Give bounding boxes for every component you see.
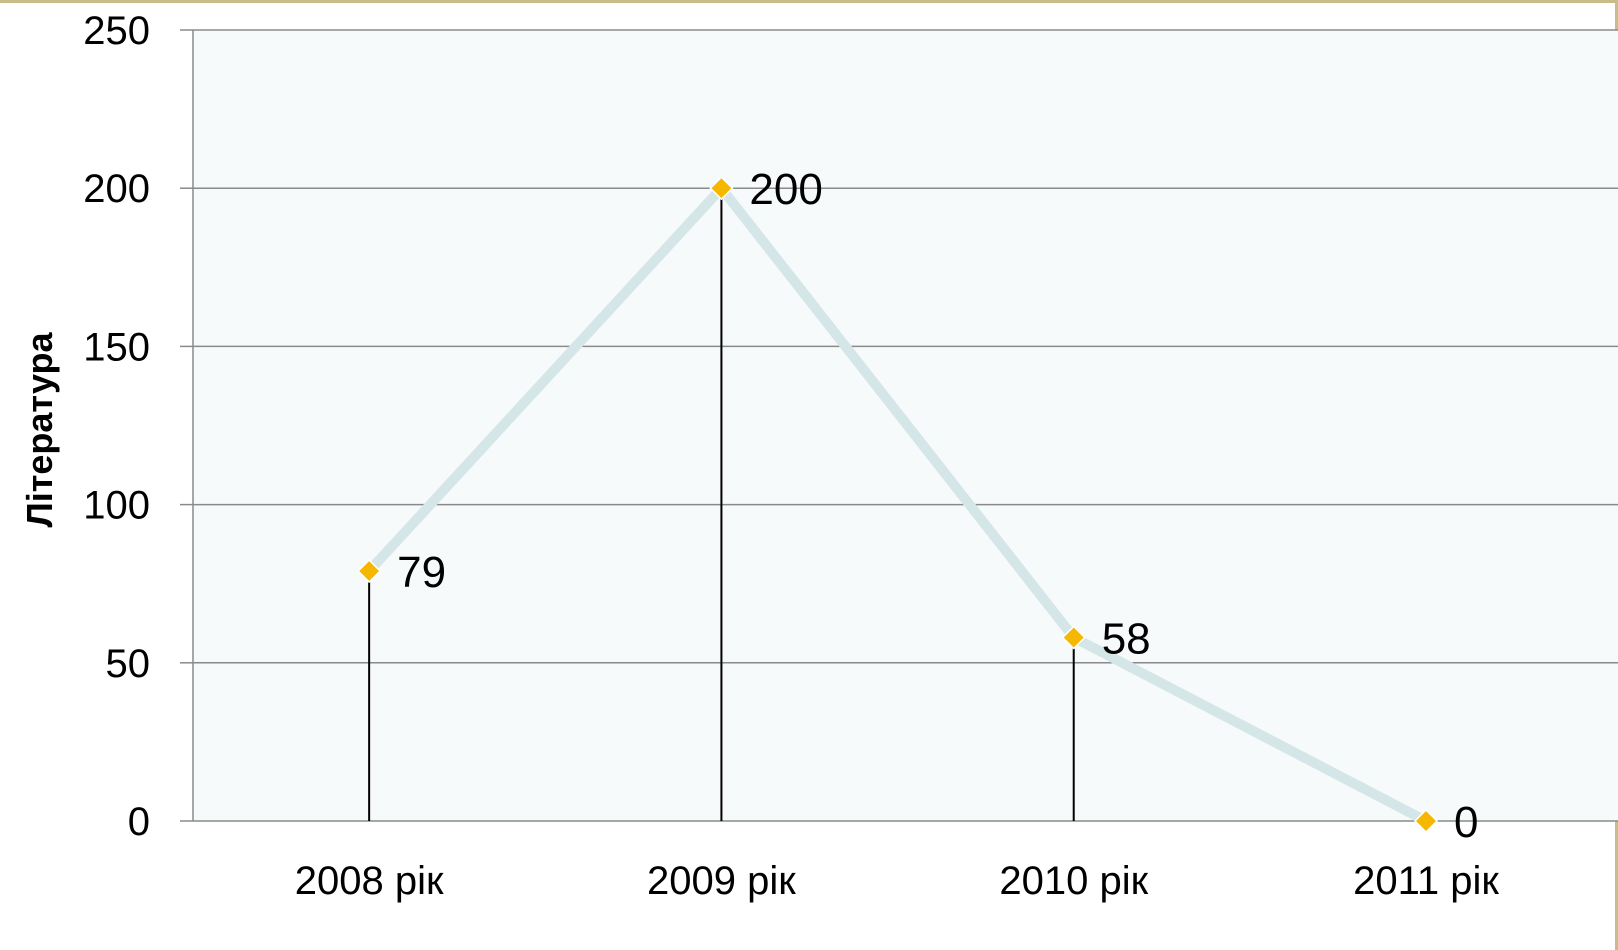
x-tick-label-1: 2009 рік — [647, 859, 796, 903]
data-point-2 — [1061, 625, 1086, 650]
x-tick-label-2: 2010 рік — [999, 859, 1148, 903]
y-tick-label-200: 200 — [83, 167, 150, 211]
y-tick-label-50: 50 — [106, 642, 151, 686]
data-label-0: 79 — [397, 548, 446, 597]
data-point-0 — [357, 558, 382, 584]
data-labels: 79 200 58 0 — [397, 165, 1478, 847]
y-tick-label-0: 0 — [128, 800, 150, 844]
data-point-1 — [709, 176, 734, 201]
drop-lines — [368, 188, 1075, 821]
series-line — [365, 183, 1429, 826]
data-label-3: 0 — [1454, 798, 1478, 847]
x-tick-label-3: 2011 рік — [1353, 859, 1499, 903]
axes — [180, 29, 1618, 822]
data-label-1: 200 — [749, 165, 822, 214]
y-tick-labels: 0 50 100 150 200 250 — [83, 9, 150, 844]
y-tick-label-250: 250 — [83, 9, 150, 53]
data-label-2: 58 — [1102, 614, 1151, 663]
gridlines — [193, 29, 1618, 664]
y-tick-label-100: 100 — [83, 484, 150, 528]
x-tick-labels: 2008 рік 2009 рік 2010 рік 2011 рік — [295, 859, 1500, 903]
x-tick-label-0: 2008 рік — [295, 859, 444, 903]
data-point-3 — [1413, 808, 1439, 834]
y-axis-label: Література — [19, 332, 60, 528]
data-markers — [357, 176, 1439, 834]
y-tick-label-150: 150 — [83, 325, 150, 369]
